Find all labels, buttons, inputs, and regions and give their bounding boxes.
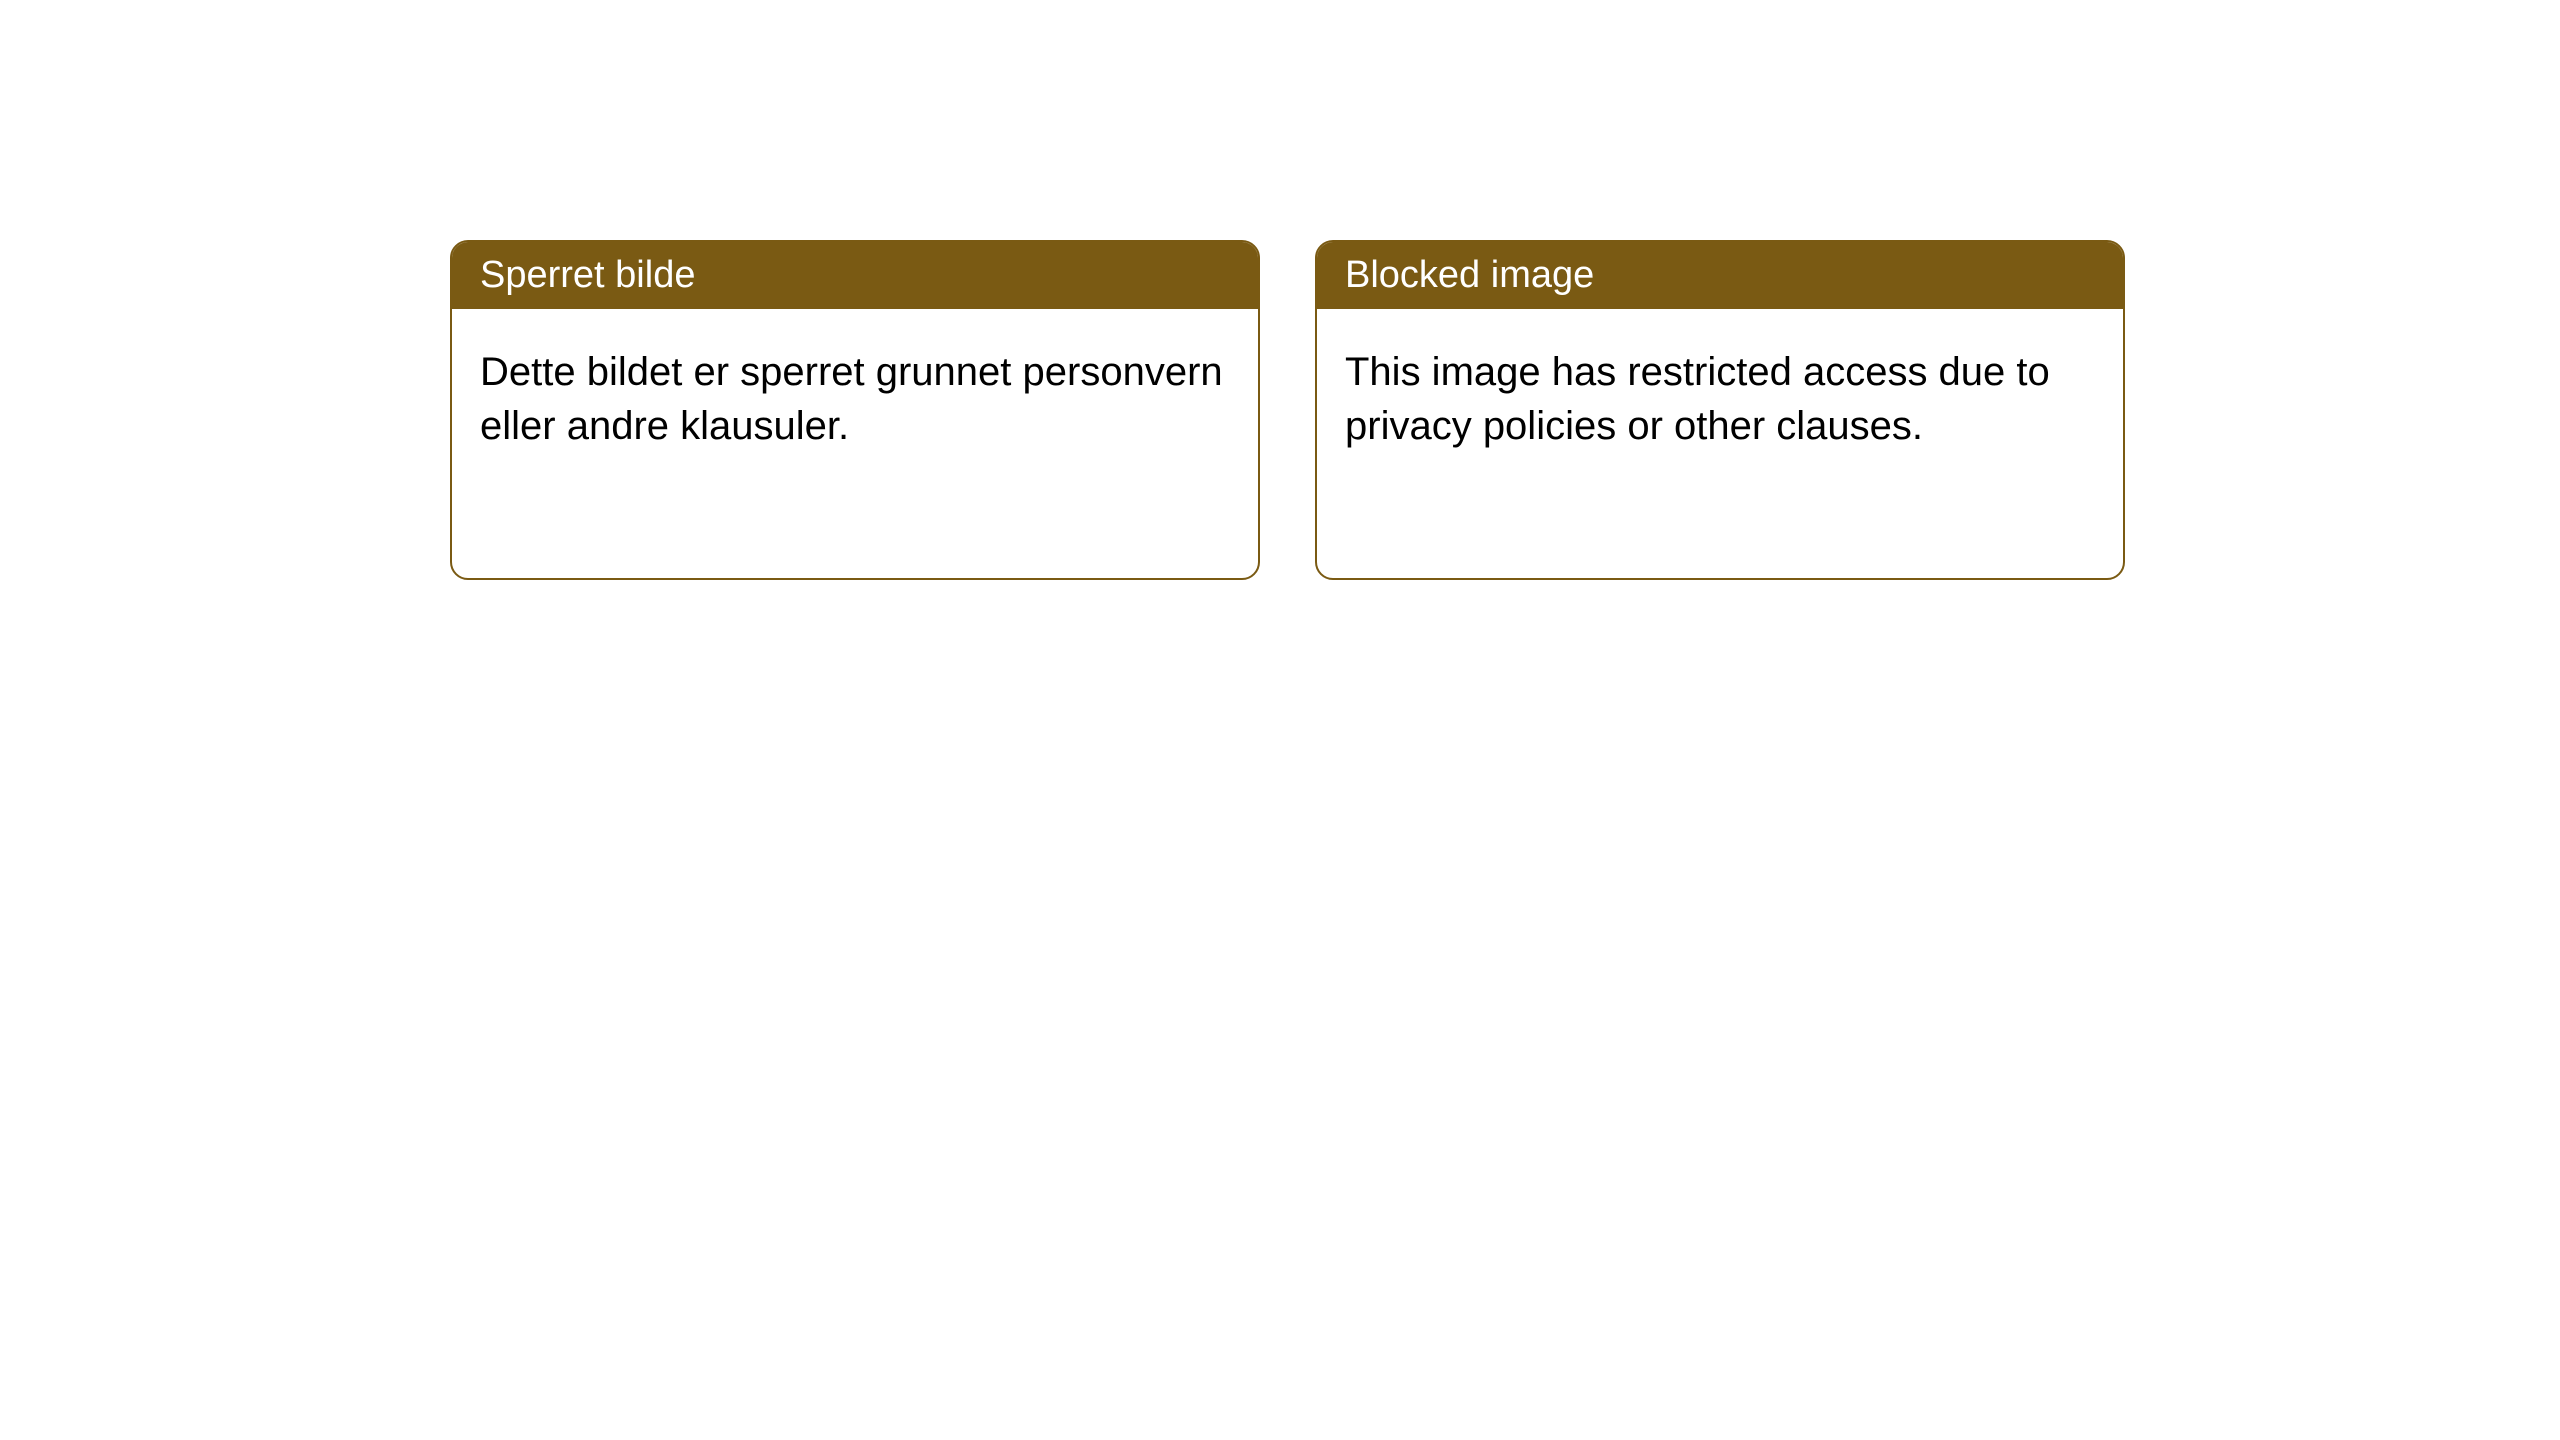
notice-body-text: This image has restricted access due to … xyxy=(1345,350,2050,448)
notice-container: Sperret bilde Dette bildet er sperret gr… xyxy=(450,240,2125,580)
notice-title: Sperret bilde xyxy=(480,254,695,296)
notice-box-english: Blocked image This image has restricted … xyxy=(1315,240,2125,580)
notice-body: Dette bildet er sperret grunnet personve… xyxy=(452,309,1258,489)
notice-header: Sperret bilde xyxy=(452,242,1258,309)
notice-title: Blocked image xyxy=(1345,254,1594,296)
notice-box-norwegian: Sperret bilde Dette bildet er sperret gr… xyxy=(450,240,1260,580)
notice-header: Blocked image xyxy=(1317,242,2123,309)
notice-body-text: Dette bildet er sperret grunnet personve… xyxy=(480,350,1223,448)
notice-body: This image has restricted access due to … xyxy=(1317,309,2123,489)
